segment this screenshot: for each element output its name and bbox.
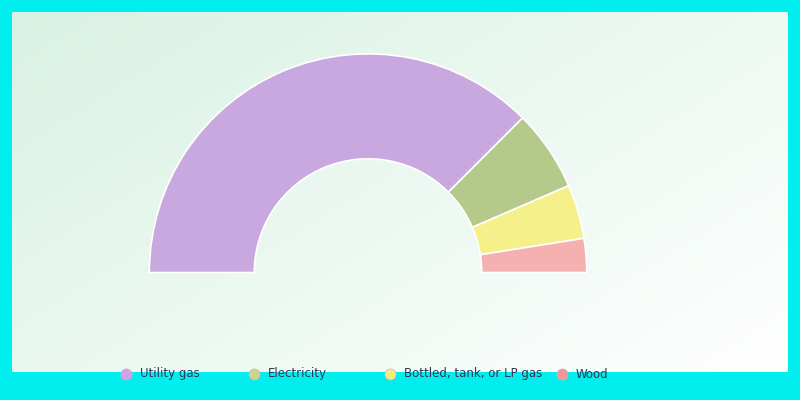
Text: Utility gas: Utility gas [140, 368, 200, 380]
Wedge shape [472, 186, 584, 255]
Text: Electricity: Electricity [268, 368, 327, 380]
Wedge shape [449, 118, 569, 227]
Text: Wood: Wood [576, 368, 609, 380]
Text: Most commonly used house heating fuel in houses and condos in Baldwin, IL: Most commonly used house heating fuel in… [24, 25, 776, 43]
Wedge shape [150, 54, 522, 272]
Text: City-Data.com: City-Data.com [698, 45, 778, 55]
Text: Bottled, tank, or LP gas: Bottled, tank, or LP gas [404, 368, 542, 380]
Wedge shape [480, 238, 586, 272]
